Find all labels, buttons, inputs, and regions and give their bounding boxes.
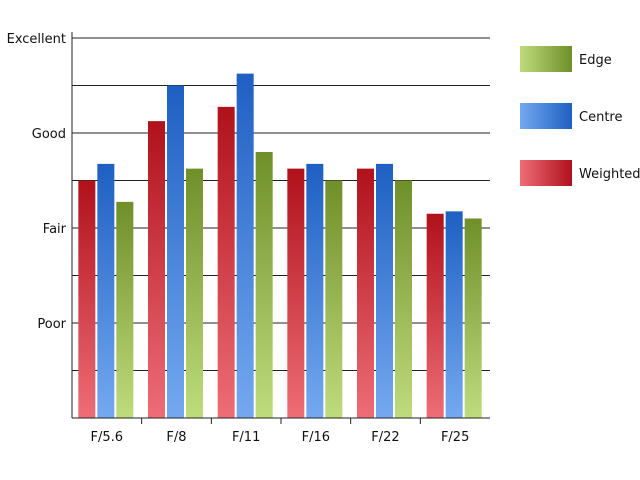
bar-centre-f16 bbox=[306, 163, 324, 418]
bar-weighted-f56 bbox=[78, 180, 96, 418]
bar-centre-f25 bbox=[445, 211, 463, 418]
gridlines bbox=[72, 37, 490, 371]
bar-edge-f25 bbox=[464, 218, 482, 418]
x-tick-label: F/25 bbox=[441, 430, 469, 445]
bar-weighted-f16 bbox=[287, 168, 305, 418]
x-tick-label: F/5.6 bbox=[91, 430, 124, 445]
bar-weighted-f25 bbox=[426, 213, 444, 418]
bar-edge-f11 bbox=[255, 152, 273, 418]
x-tick-labels: F/5.6 F/8 F/11 F/16 F/22 F/25 bbox=[91, 430, 470, 445]
bar-edge-f22 bbox=[395, 180, 412, 418]
x-tick-label: F/22 bbox=[371, 430, 399, 445]
bar-centre-f22 bbox=[376, 163, 393, 418]
legend-swatch-weighted bbox=[520, 160, 572, 186]
axes bbox=[71, 32, 490, 424]
y-tick-label: Good bbox=[32, 127, 66, 142]
bar-centre-f11 bbox=[236, 73, 254, 418]
y-tick-labels: Poor Fair Good Excellent bbox=[7, 32, 67, 332]
bar-centre-f8 bbox=[167, 85, 184, 418]
y-tick-label: Excellent bbox=[7, 32, 66, 47]
bars bbox=[78, 73, 482, 418]
legend: Edge Centre Weighted bbox=[520, 46, 640, 186]
bar-edge-f56 bbox=[116, 201, 134, 418]
bar-edge-f16 bbox=[325, 180, 343, 418]
bar-centre-f56 bbox=[97, 163, 115, 418]
legend-label-edge: Edge bbox=[579, 53, 612, 68]
legend-swatch-centre bbox=[520, 103, 572, 129]
x-tick-label: F/16 bbox=[302, 430, 330, 445]
y-tick-label: Poor bbox=[37, 317, 66, 332]
bar-weighted-f22 bbox=[357, 168, 374, 418]
bar-weighted-f11 bbox=[217, 106, 235, 418]
legend-label-centre: Centre bbox=[579, 110, 622, 125]
bar-edge-f8 bbox=[186, 168, 203, 418]
bar-weighted-f8 bbox=[148, 121, 165, 418]
y-tick-label: Fair bbox=[43, 222, 67, 237]
x-tick-label: F/8 bbox=[166, 430, 186, 445]
x-tick-label: F/11 bbox=[232, 430, 260, 445]
legend-label-weighted: Weighted bbox=[579, 167, 640, 182]
legend-swatch-edge bbox=[520, 46, 572, 72]
